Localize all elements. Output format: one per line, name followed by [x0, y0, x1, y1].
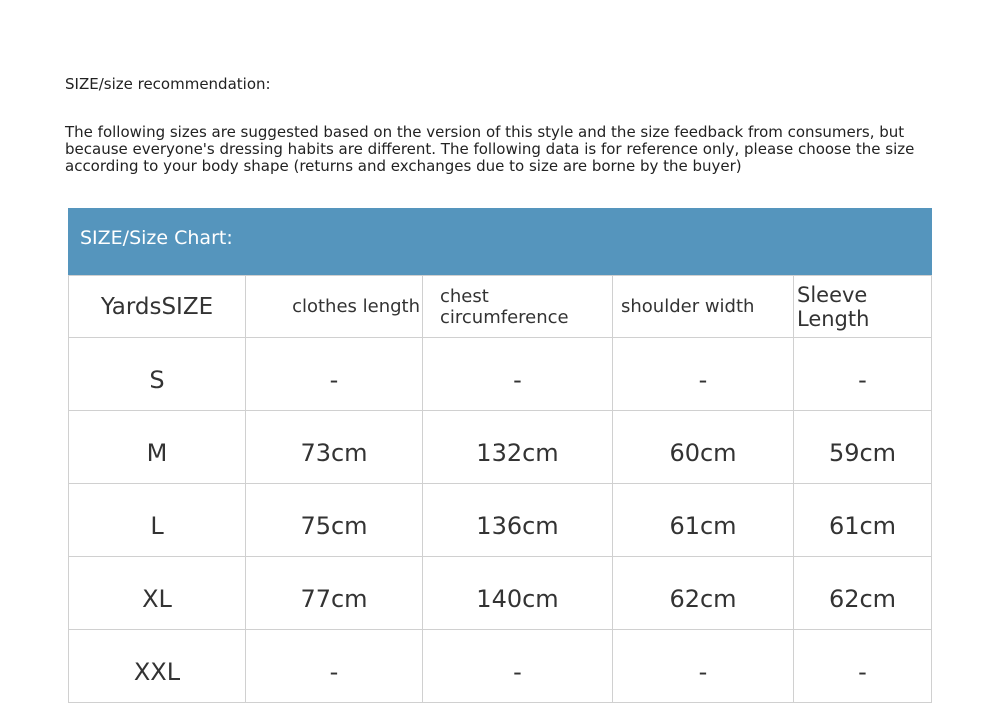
value-cell: 59cm — [793, 410, 932, 484]
value-cell: 136cm — [422, 483, 613, 557]
header-cell: chest circumference — [422, 275, 613, 338]
header-cell: clothes length — [245, 275, 423, 338]
size-cell: XXL — [68, 629, 246, 703]
size-cell: L — [68, 483, 246, 557]
header-cell: shoulder width — [612, 275, 794, 338]
value-cell: 61cm — [793, 483, 932, 557]
value-cell: - — [612, 629, 794, 703]
value-cell: 73cm — [245, 410, 423, 484]
value-cell: - — [422, 629, 613, 703]
header-cell: YardsSIZE — [68, 275, 246, 338]
size-cell: M — [68, 410, 246, 484]
value-cell: - — [612, 337, 794, 411]
value-cell: - — [245, 629, 423, 703]
header-row: YardsSIZE clothes length chest circumfer… — [68, 275, 932, 338]
size-cell: S — [68, 337, 246, 411]
size-table: YardsSIZE clothes length chest circumfer… — [68, 275, 932, 703]
header-cell: Sleeve Length — [793, 275, 932, 338]
value-cell: 62cm — [793, 556, 932, 630]
value-cell: - — [793, 629, 932, 703]
table-row: M 73cm 132cm 60cm 59cm — [68, 410, 932, 484]
size-cell: XL — [68, 556, 246, 630]
section-title: SIZE/size recommendation: — [65, 75, 271, 93]
value-cell: 75cm — [245, 483, 423, 557]
description: The following sizes are suggested based … — [65, 123, 915, 175]
table-row: L 75cm 136cm 61cm 61cm — [68, 483, 932, 557]
table-row: XL 77cm 140cm 62cm 62cm — [68, 556, 932, 630]
value-cell: 140cm — [422, 556, 613, 630]
value-cell: 62cm — [612, 556, 794, 630]
value-cell: - — [422, 337, 613, 411]
value-cell: 61cm — [612, 483, 794, 557]
size-chart-banner: SIZE/Size Chart: — [68, 208, 932, 275]
value-cell: 60cm — [612, 410, 794, 484]
value-cell: 132cm — [422, 410, 613, 484]
table-row: XXL - - - - — [68, 629, 932, 703]
value-cell: 77cm — [245, 556, 423, 630]
value-cell: - — [245, 337, 423, 411]
table-row: S---- — [68, 337, 932, 411]
value-cell: - — [793, 337, 932, 411]
